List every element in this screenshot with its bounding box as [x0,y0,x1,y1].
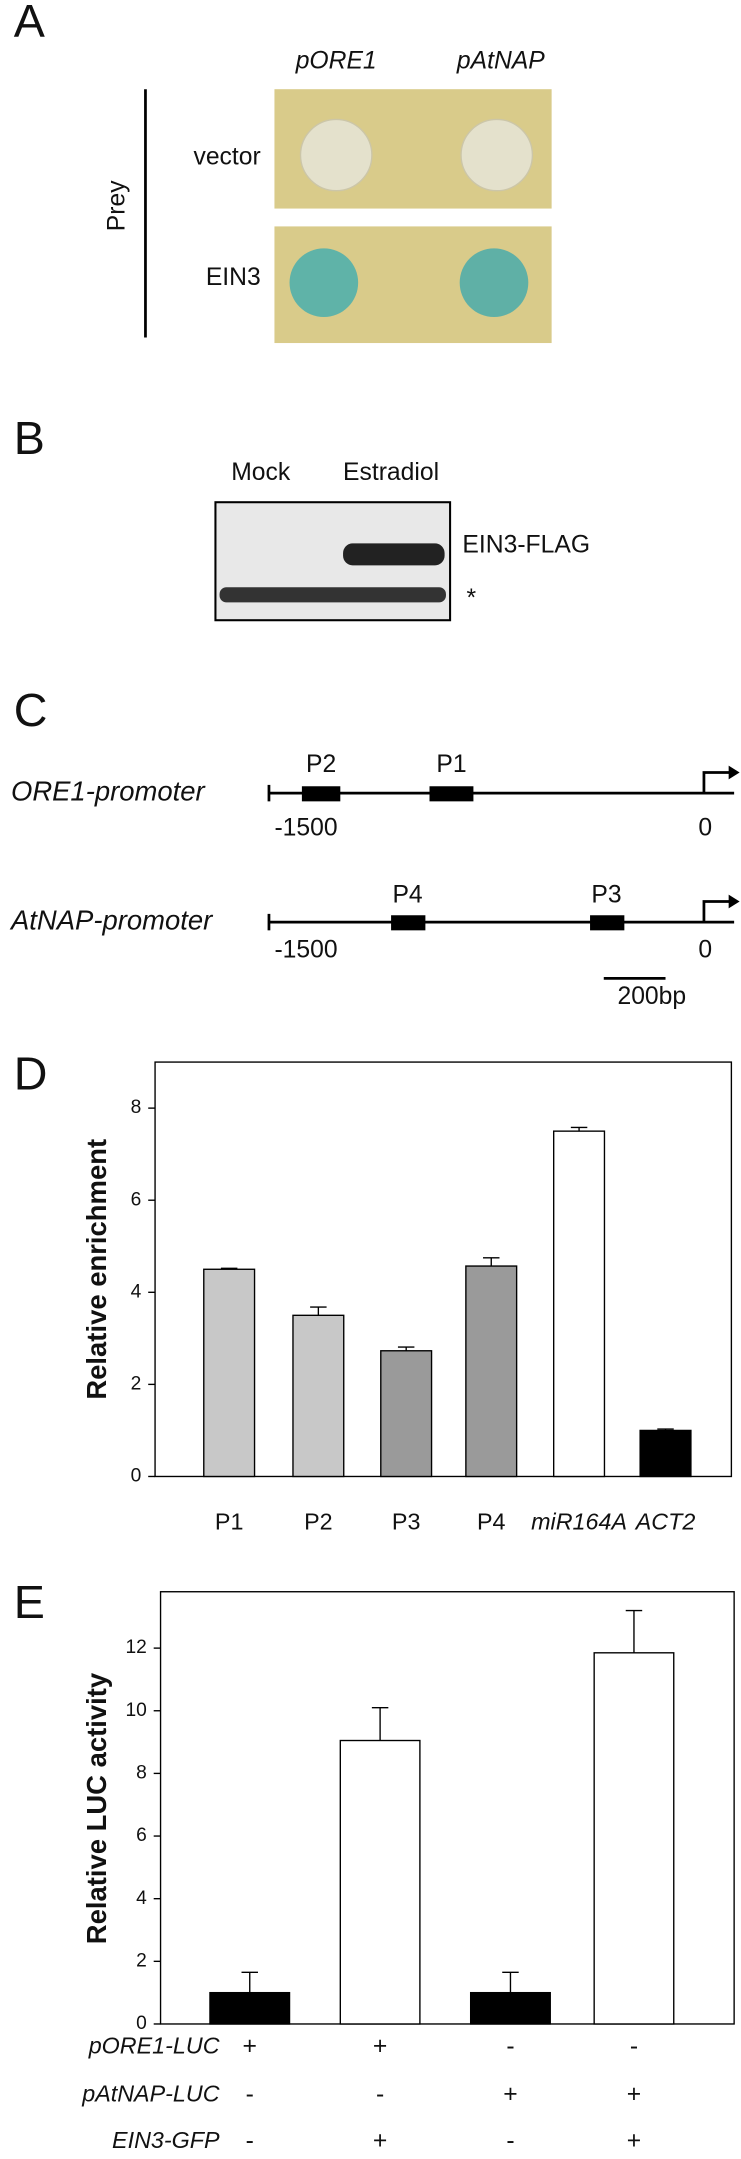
row-label: pORE1-LUC [88,2032,220,2058]
axis-label: Prey [104,180,131,231]
x-tick-label: P4 [477,1508,506,1534]
y-tick-label: 2 [136,1950,147,1971]
y-tick-label: 8 [136,1762,147,1783]
sign: - [246,2128,254,2155]
plot-frame [159,1591,735,2025]
row-label: pAtNAP-LUC [81,2080,219,2106]
y-tick-label: 6 [136,1825,147,1846]
colony [299,118,373,192]
position-label: 0 [698,814,712,841]
bar [292,1314,345,1478]
sign: + [373,2033,387,2060]
region [301,786,341,802]
promoter-lines [267,771,735,980]
region-label: P3 [591,882,621,909]
sign: - [506,2033,514,2060]
bar [465,1265,518,1478]
bar [380,1350,433,1478]
band [219,587,446,603]
region [391,915,426,931]
y-tick-label: 6 [131,1189,142,1210]
y-tick-label: 4 [136,1888,147,1909]
sign: + [627,2081,641,2108]
y-tick-label: 0 [136,2013,147,2034]
x-tick-label: P1 [215,1508,244,1534]
x-tick-label: ACT2 [634,1508,696,1534]
panel-label: A [14,0,46,47]
bar [203,1268,256,1478]
y-tick-label: 2 [131,1373,142,1394]
position-label: -1500 [274,814,337,841]
row-label: EIN3 [206,264,261,291]
bar [553,1130,606,1478]
panel-label: B [14,412,45,464]
promoter-name: ORE1-promoter [11,775,207,806]
sign: - [506,2128,514,2155]
colony [459,248,529,317]
region [590,915,625,931]
row-label: EIN3-GFP [112,2127,220,2153]
bar [339,1739,421,2025]
sign: + [503,2081,517,2108]
colony [289,248,359,317]
sign: + [627,2128,641,2155]
lane-label: Estradiol [343,459,439,486]
y-tick-label: 10 [125,1700,146,1721]
sign: - [376,2081,384,2108]
y-axis-label: Relative enrichment [81,1139,112,1400]
promoter-name: AtNAP-promoter [9,904,214,935]
scale-bar-label: 200bp [617,983,686,1010]
y-tick-label: 8 [131,1097,142,1118]
x-tick-label: miR164A [531,1508,627,1534]
row-label: vector [193,143,260,170]
arrowhead [728,765,740,780]
panel-label: E [14,1576,45,1628]
bar [593,1652,675,2025]
band [343,543,445,566]
bar [209,1991,291,2025]
x-tick-label: P2 [304,1508,333,1534]
region-label: P1 [436,751,466,778]
panel-label: D [14,1047,48,1099]
arrowhead [728,894,740,909]
y-tick-label: 0 [131,1466,142,1487]
sign: - [630,2033,638,2060]
y-axis-label: Relative LUC activity [81,1672,112,1944]
region [429,786,474,802]
colony [460,118,534,192]
y-tick-label: 12 [125,1637,146,1658]
sign: + [243,2033,257,2060]
band-label: * [467,585,477,612]
band-label: EIN3-FLAG [462,532,590,559]
bar [469,1991,551,2025]
sign: - [246,2081,254,2108]
position-label: -1500 [274,936,337,963]
panel-label: C [14,684,48,736]
lane-label: Mock [231,459,291,486]
position-label: 0 [698,936,712,963]
sign: + [373,2128,387,2155]
region-label: P2 [306,751,336,778]
column-label: pORE1 [295,47,377,74]
x-tick-label: P3 [392,1508,421,1534]
plot-frame [154,1061,733,1478]
column-label: pAtNAP [456,47,545,74]
bar [639,1429,692,1478]
region-label: P4 [392,882,422,909]
y-tick-label: 4 [131,1281,142,1302]
